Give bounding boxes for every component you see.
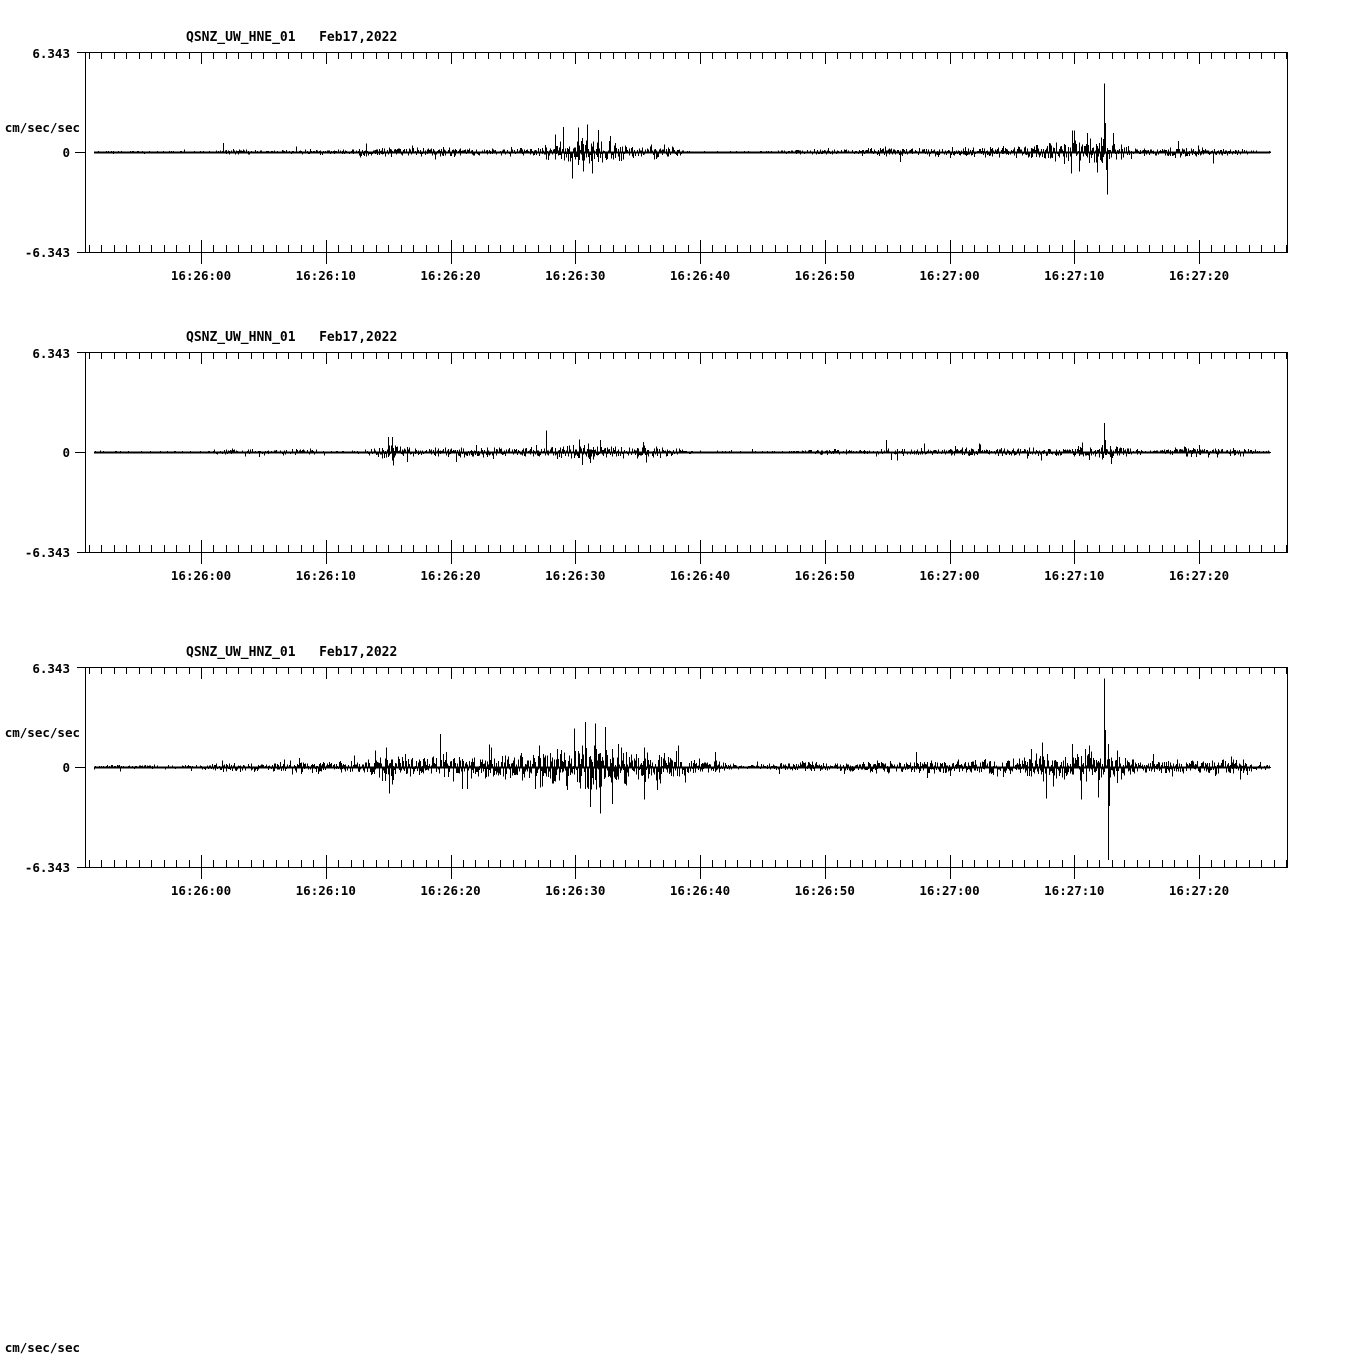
x-tick-label: 16:26:00 <box>170 268 232 283</box>
y-tick-zero-hnz: 0 <box>62 760 70 775</box>
x-tick-label: 16:26:10 <box>295 883 356 898</box>
x-tick-label: 16:26:00 <box>170 568 232 583</box>
x-tick-label: 16:27:00 <box>919 883 980 898</box>
panel-title-hne: QSNZ_UW_HNE_01 Feb17,2022 <box>186 30 398 45</box>
x-tick-label: 16:26:00 <box>170 883 232 898</box>
y-tick-zero-hnn: 0 <box>62 445 70 460</box>
y-axis-units-hne: cm/sec/sec <box>4 120 80 135</box>
x-tick-label: 16:27:00 <box>919 568 980 583</box>
x-tick-label: 16:27:20 <box>1168 268 1230 283</box>
plot-area-hnz[interactable] <box>0 605 1358 924</box>
x-tick-label: 16:27:00 <box>919 268 980 283</box>
x-tick-label: 16:26:50 <box>794 268 855 283</box>
x-tick-label: 16:26:50 <box>794 883 855 898</box>
y-axis-units-hnz: cm/sec/sec <box>4 1340 80 1355</box>
x-tick-label: 16:26:20 <box>420 268 481 283</box>
y-tick-max-hne: 6.343 <box>32 46 70 61</box>
x-tick-label: 16:26:40 <box>669 268 731 283</box>
y-tick-min-hnz: -6.343 <box>24 860 70 875</box>
trace-panel-hnn[interactable]: QSNZ_UW_HNN_01 Feb17,2022 cm/sec/sec 6.3… <box>0 300 1358 740</box>
x-tick-label: 16:27:20 <box>1168 883 1230 898</box>
x-tick-label: 16:26:40 <box>669 883 731 898</box>
y-tick-max-hnz: 6.343 <box>32 661 70 676</box>
x-tick-label: 16:26:30 <box>545 268 606 283</box>
x-tick-label: 16:27:10 <box>1044 883 1105 898</box>
panel-title-hnn: QSNZ_UW_HNN_01 Feb17,2022 <box>186 330 398 345</box>
x-tick-label: 16:26:40 <box>669 568 731 583</box>
trace-panel-hne[interactable]: QSNZ_UW_HNE_01 Feb17,2022 cm/sec/sec 6.3… <box>0 0 1358 300</box>
x-tick-label: 16:26:30 <box>545 883 606 898</box>
y-tick-min-hnn: -6.343 <box>24 545 70 560</box>
x-tick-label: 16:26:10 <box>295 268 356 283</box>
x-tick-label: 16:26:50 <box>794 568 855 583</box>
x-tick-label: 16:27:20 <box>1168 568 1230 583</box>
y-axis-units-hnn: cm/sec/sec <box>4 725 80 740</box>
plot-area-hnn[interactable] <box>0 300 1358 605</box>
trace-panel-hnz[interactable]: QSNZ_UW_HNZ_01 Feb17,2022 cm/sec/sec 6.3… <box>0 605 1358 1355</box>
plot-area-hne[interactable] <box>0 0 1358 300</box>
x-tick-label: 16:26:30 <box>545 568 606 583</box>
y-tick-min-hne: -6.343 <box>24 245 70 260</box>
y-tick-max-hnn: 6.343 <box>32 346 70 361</box>
x-tick-label: 16:26:20 <box>420 568 481 583</box>
x-tick-label: 16:27:10 <box>1044 568 1105 583</box>
x-tick-label: 16:26:10 <box>295 568 356 583</box>
y-tick-zero-hne: 0 <box>62 145 70 160</box>
x-tick-label: 16:27:10 <box>1044 268 1105 283</box>
panel-title-hnz: QSNZ_UW_HNZ_01 Feb17,2022 <box>186 645 398 660</box>
x-tick-label: 16:26:20 <box>420 883 481 898</box>
